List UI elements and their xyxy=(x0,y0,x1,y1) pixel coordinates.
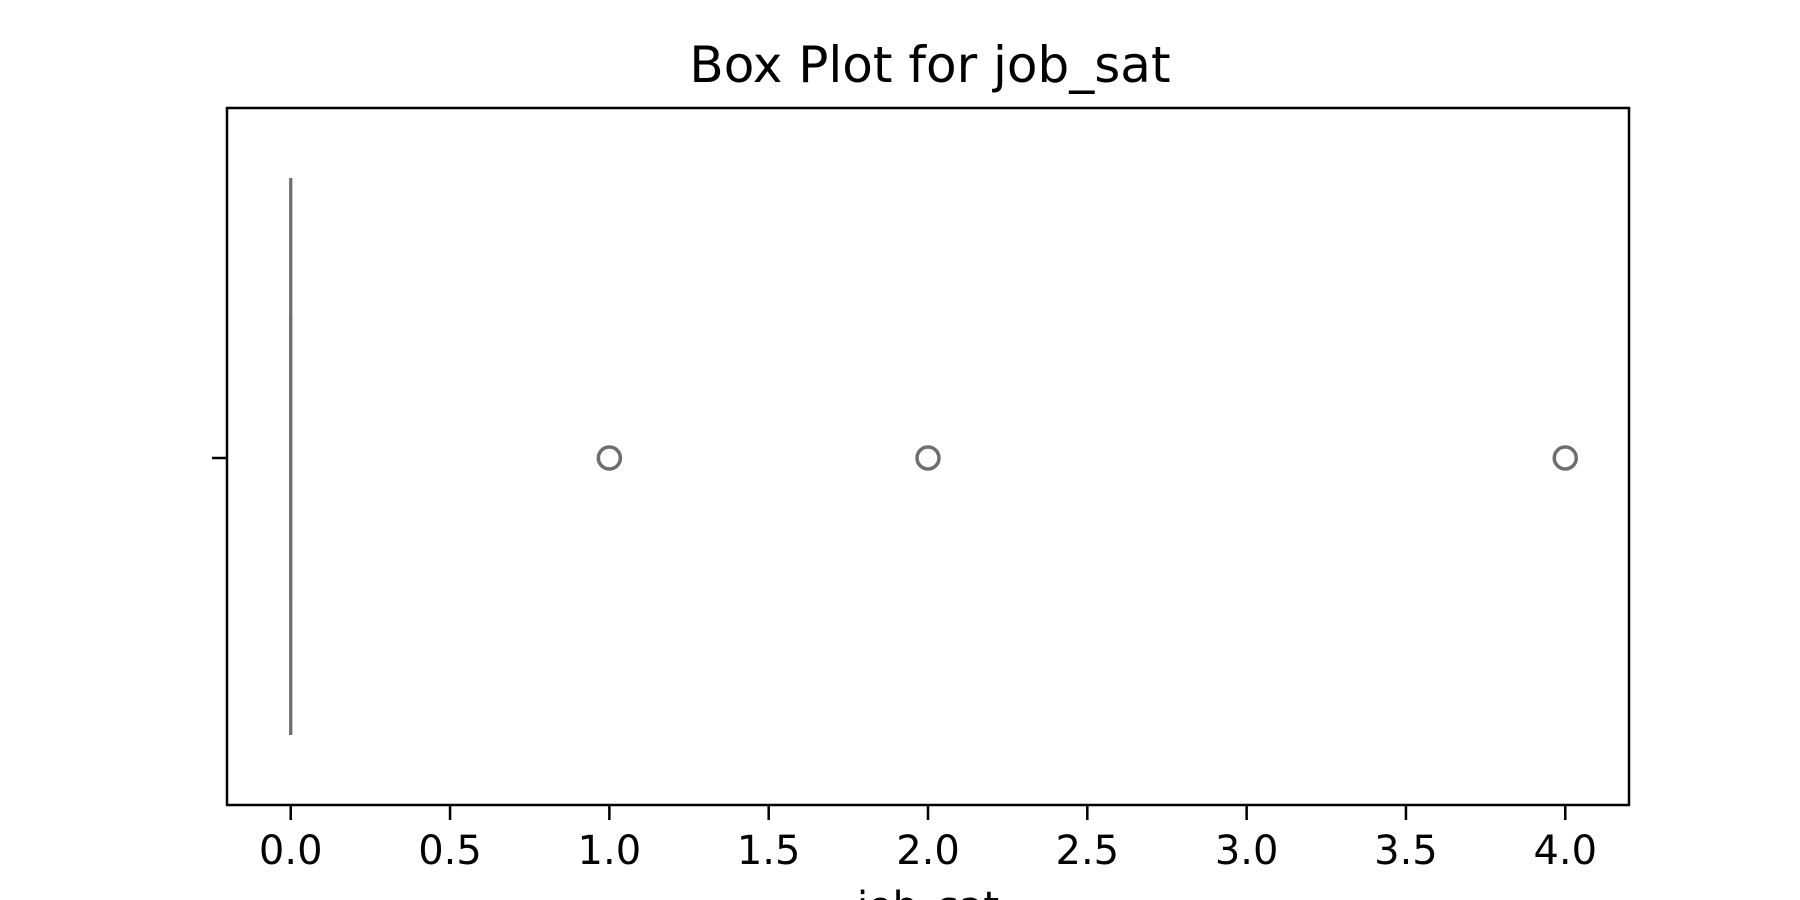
outlier-point xyxy=(1552,445,1579,471)
x-tick-label: 1.5 xyxy=(737,828,801,874)
outlier-point xyxy=(915,445,941,471)
outlier-point xyxy=(596,445,623,471)
box-plot-marks xyxy=(289,178,1579,735)
x-tick-label: 3.0 xyxy=(1215,828,1279,874)
x-axis-ticks: 0.0 0.5 1.0 1.5 2.0 2.5 3.0 3.5 4.0 xyxy=(259,805,1597,874)
x-tick-label: 0.5 xyxy=(418,828,482,874)
plot-area-frame xyxy=(225,106,1631,807)
x-tick-label: 4.0 xyxy=(1533,828,1597,874)
x-tick-label: 3.5 xyxy=(1374,828,1438,874)
x-tick-label: 0.0 xyxy=(259,828,323,874)
x-axis-label: job_sat xyxy=(856,884,999,900)
x-tick-label: 2.5 xyxy=(1056,828,1120,874)
chart-title: Box Plot for job_sat xyxy=(689,36,1170,94)
x-tick-label: 1.0 xyxy=(578,828,642,874)
x-tick-label: 2.0 xyxy=(896,828,960,874)
